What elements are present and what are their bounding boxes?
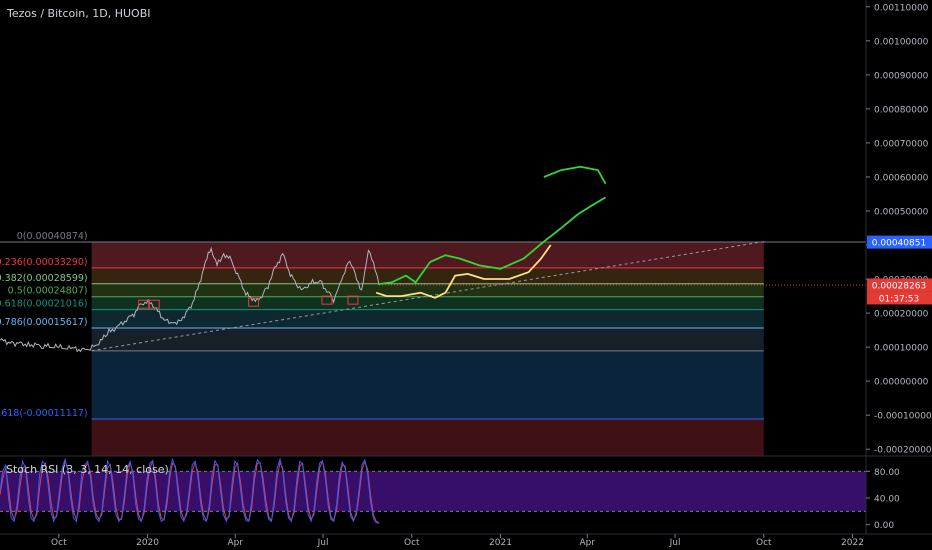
price-badge-text: 0.00028263 [872,281,926,291]
stoch-rsi-d-line [0,459,380,524]
time-tick-label: Apr [580,538,596,548]
projection-green-top [543,165,607,185]
support-marker [248,297,260,307]
price-axis[interactable]: 0.00110000 0.00100000 0.00090000 0.00080000… [865,0,932,534]
fib-band-0786-1 [91,327,764,351]
price-tick-label: 0.00020000 [874,310,929,320]
rsi-tick-label: 0.00 [874,521,894,531]
price-tick-label: 0.00060000 [874,173,929,183]
time-tick-label: 2021 [489,538,512,548]
fib-label-0.382: 0.382(0.00028599) [0,273,88,284]
price-tick-label: -0.00020000 [874,446,932,456]
fib-band-1-1618 [91,350,764,419]
support-marker [321,295,333,305]
support-marker [138,299,150,309]
stoch-rsi-k-line [0,457,380,524]
price-badge [867,291,932,305]
price-tick-label: 0.00090000 [874,71,929,81]
time-tick-label: 2020 [136,538,159,548]
time-tick-label: Jul [317,538,329,548]
fib-label-0.236: 0.236(0.00033290) [0,257,88,268]
support-marker [347,295,359,305]
support-marker [148,299,160,309]
rsi-tick-label: 40.00 [874,495,900,505]
fib-label-0: 0(0.00040874) [17,231,88,242]
price-badge-text: 01:37:53 [879,294,919,304]
time-tick-label: Jul [669,538,681,548]
price-tick-label: 0.00080000 [874,105,929,115]
projection-layer [375,165,607,299]
time-tick-label: Apr [228,538,244,548]
stoch-rsi-title: Stoch RSI (3, 3, 14, 14, close) [6,463,169,476]
time-axis[interactable]: Oct 2020 Apr Jul Oct 2021 Apr Jul Oct 2022 [0,533,932,548]
projection-yellow-path [375,244,552,299]
time-tick-label: Oct [404,538,420,548]
price-tick-label: 0.00070000 [874,139,929,149]
fib-retracement-layer: 0(0.00040874) 0.236(0.00033290) 0.382(0.00… [0,231,866,456]
stoch-rsi-band [0,471,866,512]
time-tick-label: 2022 [841,538,864,548]
fib-band-0-0236 [91,242,764,268]
rsi-tick-label: 80.00 [874,468,900,478]
price-tick-label: -0.00010000 [874,412,932,422]
fib-band-0382-05 [91,283,764,297]
projection-green-path [377,196,607,285]
stoch-rsi-pane [0,455,932,524]
price-tick-label: 0.00000000 [874,378,929,388]
price-badge [867,235,932,249]
fib-label-0.618: 0.618(0.00021016) [0,299,88,310]
fib-band-0236-0382 [91,267,764,284]
price-series-layer [0,246,866,353]
fib-label-1.618: 1.618(-0.00011117) [0,408,88,419]
fib-band-0618-0786 [91,309,764,328]
price-tick-label: 0.00010000 [874,344,929,354]
time-tick-label: Oct [756,538,772,548]
fib-band-05-0618 [91,296,764,310]
time-tick-label: Oct [51,538,67,548]
chart-title: Tezos / Bitcoin, 1D, HUOBI [7,7,151,20]
price-badge-text: 0.00040851 [872,239,926,249]
price-badge [867,278,932,292]
price-tick-label: 0.00100000 [874,37,929,47]
price-line [0,246,380,353]
price-tick-label: 0.00050000 [874,207,929,217]
fib-label-0.5: 0.5(0.00024807) [8,286,88,297]
price-tick-label: 0.00110000 [874,3,929,13]
fib-band-1618-ext [91,418,764,456]
fib-label-0.786: 0.786(0.00015617) [0,317,88,328]
